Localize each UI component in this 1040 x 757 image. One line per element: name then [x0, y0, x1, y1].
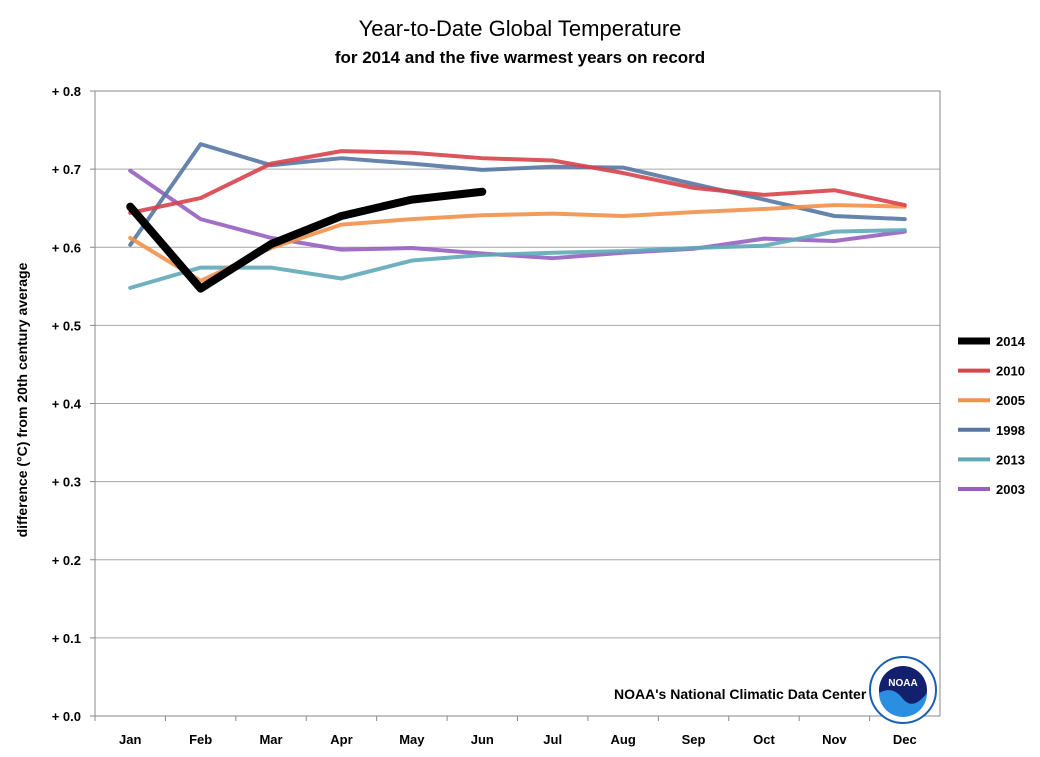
- x-tick-label: Nov: [822, 732, 847, 747]
- x-tick-label: Feb: [189, 732, 212, 747]
- y-tick-label: + 0.1: [52, 631, 81, 646]
- legend-label-2014: 2014: [996, 334, 1026, 349]
- y-tick-label: + 0.4: [52, 397, 82, 412]
- legend-label-2003: 2003: [996, 482, 1025, 497]
- x-tick-label: May: [399, 732, 425, 747]
- legend-label-2013: 2013: [996, 452, 1025, 467]
- series-line-2014: [126, 187, 487, 293]
- y-tick-label: + 0.8: [52, 84, 81, 99]
- series-line-1998: [128, 142, 907, 247]
- chart-subtitle: for 2014 and the five warmest years on r…: [334, 48, 706, 67]
- y-tick-label: + 0.7: [52, 162, 81, 177]
- x-tick-label: Jun: [471, 732, 494, 747]
- y-tick-label: + 0.5: [52, 318, 81, 333]
- y-tick-label: + 0.2: [52, 553, 81, 568]
- x-tick-label: Mar: [259, 732, 282, 747]
- x-tick-label: Oct: [753, 732, 775, 747]
- series-line-2010: [128, 149, 907, 215]
- x-tick-label: Jan: [119, 732, 141, 747]
- y-tick-label: + 0.3: [52, 475, 81, 490]
- y-tick-label: + 0.6: [52, 240, 81, 255]
- credit-text: NOAA's National Climatic Data Center: [614, 686, 867, 702]
- legend-label-1998: 1998: [996, 423, 1025, 438]
- logo-text: NOAA: [888, 678, 917, 689]
- y-tick-label: + 0.0: [52, 709, 81, 724]
- x-tick-label: Sep: [682, 732, 706, 747]
- legend-label-2010: 2010: [996, 364, 1025, 379]
- x-tick-label: Dec: [893, 732, 917, 747]
- chart-title: Year-to-Date Global Temperature: [358, 16, 682, 41]
- x-tick-label: Apr: [330, 732, 352, 747]
- x-tick-label: Aug: [610, 732, 635, 747]
- x-tick-label: Jul: [543, 732, 562, 747]
- series-line-2013: [128, 228, 907, 290]
- noaa-logo: NOAA: [869, 656, 937, 724]
- legend-label-2005: 2005: [996, 393, 1025, 408]
